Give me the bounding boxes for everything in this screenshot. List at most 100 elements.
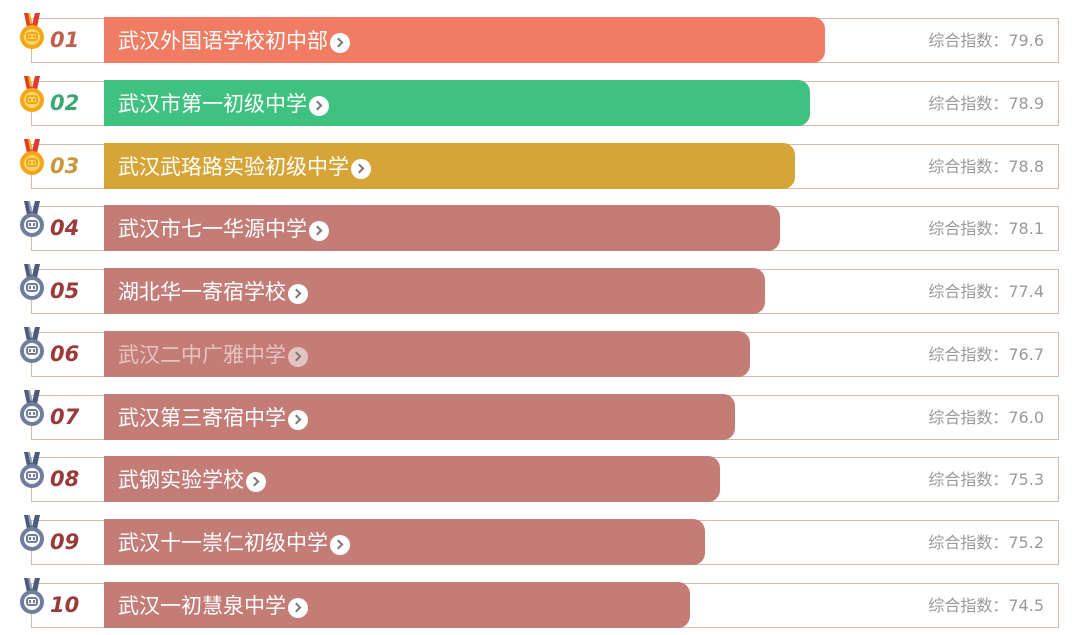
school-name: 武汉外国语学校初中部	[118, 29, 328, 53]
rank-number: 08	[50, 467, 80, 492]
medal-shape	[33, 474, 35, 478]
school-bar[interactable]: 武钢实验学校	[104, 456, 720, 503]
rank-number: 10	[50, 592, 80, 617]
medal-shape	[26, 283, 38, 292]
medal-shape	[32, 515, 40, 529]
medal-shape	[28, 201, 32, 213]
medal-shape	[32, 452, 40, 467]
medal-shape	[29, 411, 31, 415]
medal-shape	[29, 537, 31, 540]
medal-shape	[29, 599, 31, 603]
silver-medal-icon	[20, 201, 44, 238]
composite-score: 综合指数：78.9	[928, 82, 1044, 125]
medal-shape	[29, 474, 31, 478]
medal-shape	[32, 577, 40, 592]
score-value: 78.9	[1008, 93, 1044, 113]
score-label: 综合指数：	[928, 282, 1009, 301]
school-name: 武汉市七一华源中学	[118, 217, 307, 242]
ranking-row: 09 武汉十一崇仁初级中学 综合指数：75.2	[20, 515, 1059, 565]
ranking-row: 05 湖北华一寄宿学校 综合指数：77.4	[20, 264, 1059, 314]
school-bar[interactable]: 武汉十一崇仁初级中学	[104, 519, 705, 565]
medal-shape	[33, 411, 35, 415]
school-name: 武汉武珞路实验初级中学	[118, 154, 349, 179]
chevron-right-icon[interactable]	[288, 346, 308, 367]
silver-medal-icon	[20, 264, 44, 300]
score-label: 综合指数：	[928, 31, 1009, 50]
ranking-row: 01 武汉外国语学校初中部 综合指数：79.6	[20, 13, 1059, 63]
ranking-row: 02 武汉市第一初级中学 综合指数：78.9	[20, 75, 1059, 126]
score-value: 76.0	[1008, 407, 1044, 427]
score-value: 78.8	[1008, 156, 1044, 176]
medal-shape	[32, 326, 40, 341]
medal-shape	[26, 94, 38, 104]
silver-medal-icon	[20, 326, 44, 363]
medal-shape	[32, 75, 40, 90]
chevron-right-icon[interactable]	[351, 158, 371, 179]
composite-score: 综合指数：77.4	[928, 270, 1044, 313]
medal-shape	[28, 326, 32, 338]
score-label: 综合指数：	[928, 344, 1009, 364]
medal-shape	[33, 599, 35, 603]
medal-shape	[33, 537, 35, 540]
ranking-row: 04 武汉市七一华源中学 综合指数：78.1	[20, 201, 1059, 252]
medal-shape	[32, 13, 40, 27]
chevron-right-icon[interactable]	[288, 284, 308, 304]
rank-number: 01	[50, 28, 80, 52]
medal-shape	[28, 452, 32, 464]
composite-score: 综合指数：76.7	[928, 333, 1044, 376]
school-bar[interactable]: 武汉武珞路实验初级中学	[104, 142, 795, 189]
medal-shape	[26, 32, 38, 41]
medal-shape	[26, 596, 38, 606]
score-label: 综合指数：	[928, 156, 1009, 176]
score-value: 77.4	[1008, 282, 1044, 301]
score-label: 综合指数：	[928, 470, 1009, 490]
school-name: 武汉二中广雅中学	[118, 342, 286, 367]
chevron-right-icon[interactable]	[246, 472, 266, 493]
ranking-row: 06 武汉二中广雅中学 综合指数：76.7	[20, 326, 1059, 377]
score-value: 75.3	[1008, 470, 1044, 490]
chevron-right-icon[interactable]	[288, 409, 308, 430]
medal-shape	[26, 408, 38, 418]
chevron-right-icon[interactable]	[309, 95, 329, 116]
gold-medal-icon	[20, 138, 44, 175]
composite-score: 综合指数：78.1	[928, 207, 1044, 250]
score-value: 75.2	[1008, 533, 1044, 552]
ranking-row: 08 武钢实验学校 综合指数：75.3	[20, 452, 1059, 503]
composite-score: 综合指数：75.3	[928, 458, 1044, 501]
medal-shape	[29, 348, 31, 352]
medal-shape	[26, 345, 38, 355]
school-bar[interactable]: 湖北华一寄宿学校	[104, 268, 765, 314]
score-label: 综合指数：	[928, 595, 1009, 615]
medal-shape	[28, 264, 32, 275]
score-value: 78.1	[1008, 219, 1044, 239]
medal-shape	[26, 534, 38, 543]
school-bar[interactable]: 武汉第三寄宿中学	[104, 393, 735, 440]
medal-shape	[28, 75, 32, 87]
composite-score: 综合指数：78.8	[928, 145, 1044, 188]
chevron-right-icon[interactable]	[288, 597, 308, 618]
medal-shape	[29, 35, 31, 38]
chevron-right-icon[interactable]	[330, 535, 350, 555]
rank-number: 02	[50, 90, 80, 115]
medal-shape	[26, 471, 38, 481]
school-bar[interactable]: 武汉市七一华源中学	[104, 205, 780, 252]
chevron-right-icon[interactable]	[330, 33, 350, 53]
medal-shape	[28, 515, 32, 526]
medal-shape	[32, 389, 40, 404]
school-bar[interactable]: 武汉外国语学校初中部	[104, 17, 825, 63]
rank-number: 09	[50, 530, 80, 554]
ranking-row: 07 武汉第三寄宿中学 综合指数：76.0	[20, 389, 1059, 440]
score-label: 综合指数：	[928, 93, 1009, 113]
medal-shape	[26, 157, 38, 167]
medal-shape	[28, 13, 32, 24]
medal-shape	[29, 286, 31, 289]
school-bar[interactable]: 武汉一初慧泉中学	[104, 581, 690, 628]
school-bar[interactable]: 武汉市第一初级中学	[104, 79, 810, 126]
score-label: 综合指数：	[928, 407, 1009, 427]
gold-medal-icon	[20, 75, 44, 112]
composite-score: 综合指数：79.6	[928, 19, 1044, 62]
chevron-right-icon[interactable]	[309, 221, 329, 242]
school-bar[interactable]: 武汉二中广雅中学	[104, 330, 750, 377]
medal-shape	[33, 286, 35, 289]
